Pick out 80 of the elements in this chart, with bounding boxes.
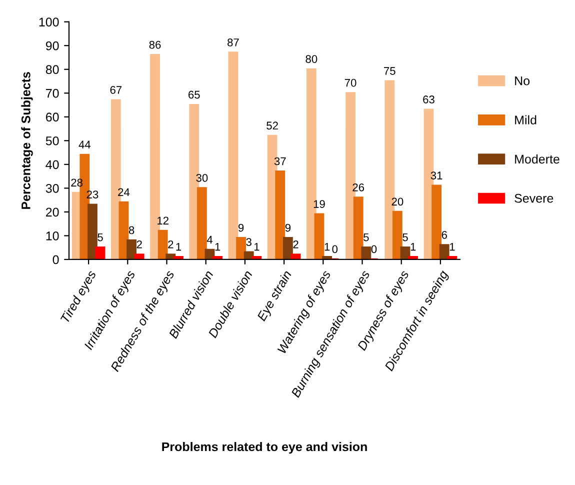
bar [126,239,137,260]
data-label: 12 [158,216,168,224]
data-label: 20 [392,198,404,206]
bar [275,170,286,260]
y-tick-label: 20 [46,208,59,217]
bar [252,256,262,260]
bar [228,52,238,260]
legend-label: Severe [514,194,554,203]
bar [314,213,324,260]
data-label: 8 [128,226,134,234]
bar [212,256,223,260]
data-label: 63 [423,96,434,104]
y-tick-label: 90 [46,41,59,50]
data-label: 87 [228,38,239,46]
data-label: 1 [324,242,330,251]
data-label: 37 [274,157,286,166]
y-tick-label: 80 [46,65,59,74]
data-label: 1 [254,242,260,251]
data-label: 1 [176,242,182,251]
legend-label: Mild [515,115,536,124]
y-tick-label: 60 [46,112,59,122]
data-label: 65 [188,90,200,99]
bar [432,184,442,260]
y-tick-label: 30 [46,184,59,193]
data-label: 0 [332,245,338,254]
data-label: 1 [410,242,416,251]
data-label: 3 [246,238,252,246]
bar [134,254,144,260]
data-label: 24 [118,188,130,196]
data-label: 5 [364,233,369,242]
data-label: 67 [110,86,122,94]
data-label: 31 [430,172,442,180]
y-tick-label: 0 [52,255,59,264]
data-label: 4 [206,236,213,244]
y-tick-label: 70 [46,88,59,98]
bar [174,256,184,260]
bar [353,196,364,260]
y-tick-label: 50 [46,136,59,146]
y-tick-label: 100 [39,18,59,26]
data-label: 6 [442,230,447,239]
bar [236,237,246,260]
bar [439,244,450,260]
data-label: 9 [285,224,291,232]
bar [361,246,372,260]
data-label: 2 [168,240,174,248]
y-tick-label: 10 [46,232,59,240]
data-label: 2 [136,240,142,248]
legend-label: Moderte [515,154,560,164]
data-label: 5 [402,233,408,242]
bar [447,256,458,260]
data-label: 80 [306,55,318,63]
bar [196,187,207,260]
bar [88,204,98,260]
data-label: 26 [352,183,364,192]
data-label: 2 [293,240,298,248]
data-label: 44 [78,140,90,148]
y-tick-label: 40 [46,160,59,170]
bar [166,254,176,260]
legend-label: No [515,76,530,86]
data-label: 9 [238,224,244,232]
bar [95,246,106,260]
data-label: 1 [215,242,220,251]
data-label: 86 [149,40,161,49]
bar [290,254,301,260]
data-label: 1 [450,242,455,251]
data-label: 0 [371,245,377,254]
x-axis-title: Problems related to eye and vision [162,442,367,454]
data-label: 75 [384,67,396,75]
data-label: 52 [266,122,278,130]
y-axis-title: Percentage of Subjects [21,72,33,209]
bar [322,256,332,260]
data-label: 70 [344,78,356,87]
data-label: 5 [98,233,103,242]
bar [400,246,410,260]
bar [283,237,293,260]
bar [392,210,402,260]
data-label: 30 [196,174,208,182]
bar [408,256,418,260]
data-label: 19 [314,200,325,208]
bar [158,230,168,260]
